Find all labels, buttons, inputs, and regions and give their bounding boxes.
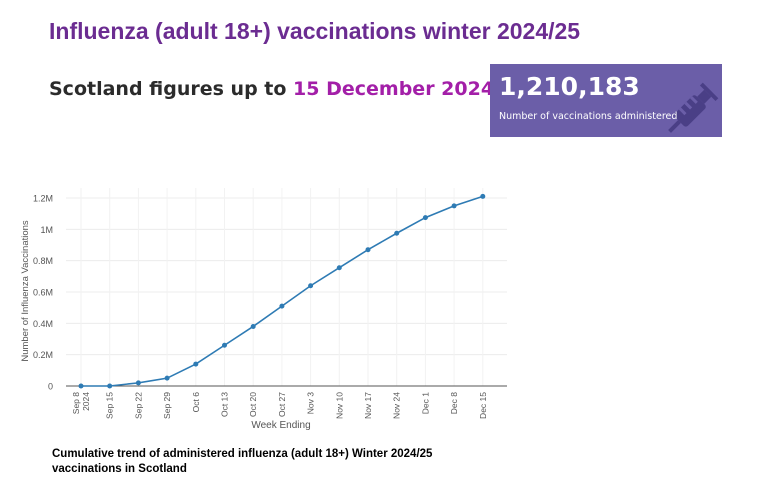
data-point[interactable] <box>336 265 342 271</box>
syringe-icon <box>668 82 719 133</box>
y-tick-label: 0.8M <box>33 256 53 266</box>
subtitle-date: 15 December 2024: <box>293 78 502 100</box>
chart-ticks: 0 0.2M 0.4M 0.6M 0.8M 1M 1.2M Sep 82024 Sep 15 Se… <box>33 194 488 419</box>
x-tick-label: Nov 10 <box>334 392 344 419</box>
caption-line-2: vaccinations in Scotland <box>52 463 187 475</box>
chart-series <box>78 193 486 389</box>
kpi-label: Number of vaccinations administered <box>499 111 678 122</box>
x-tick-label: Dec 1 <box>420 392 430 414</box>
x-tick-label: Oct 13 <box>220 392 230 417</box>
data-point[interactable] <box>480 193 486 199</box>
x-tick-label: Nov 17 <box>363 392 373 419</box>
kpi-value: 1,210,183 <box>499 72 640 101</box>
data-point[interactable] <box>193 361 199 367</box>
y-tick-label: 1.2M <box>33 194 53 204</box>
y-tick-label: 0.2M <box>33 350 53 360</box>
y-tick-label: 0.4M <box>33 319 53 329</box>
x-axis-label: Week Ending <box>251 420 310 431</box>
x-tick-label: Nov 24 <box>392 392 402 419</box>
subtitle-prefix: Scotland figures up to <box>49 78 294 100</box>
x-tick-label: Oct 6 <box>191 392 201 413</box>
x-tick-label: Dec 8 <box>449 392 459 414</box>
data-point[interactable] <box>422 215 428 221</box>
x-tick-label: Sep 82024 <box>71 392 91 414</box>
data-point[interactable] <box>365 247 371 253</box>
x-tick-label: Sep 15 <box>105 392 115 419</box>
y-tick-label: 1M <box>40 225 53 235</box>
chart-caption: Cumulative trend of administered influen… <box>52 447 472 477</box>
y-tick-label: 0.6M <box>33 288 53 298</box>
x-tick-label: Oct 27 <box>277 392 287 417</box>
kpi-card: 1,210,183 Number of vaccinations adminis… <box>490 64 722 137</box>
chart-grid <box>66 188 507 386</box>
data-point[interactable] <box>394 230 400 236</box>
figures-subtitle: Scotland figures up to 15 December 2024: <box>49 78 502 100</box>
data-point[interactable] <box>451 203 457 209</box>
y-axis-label: Number of Influenza Vaccinations <box>20 220 31 362</box>
x-tick-label: Oct 20 <box>248 392 258 417</box>
caption-line-1: Cumulative trend of administered influen… <box>52 448 433 460</box>
data-point[interactable] <box>250 323 256 329</box>
data-point[interactable] <box>135 380 141 386</box>
data-point[interactable] <box>107 383 113 389</box>
data-point[interactable] <box>78 383 84 389</box>
page-title: Influenza (adult 18+) vaccinations winte… <box>49 18 581 44</box>
data-point[interactable] <box>308 283 314 289</box>
data-point[interactable] <box>222 342 227 348</box>
x-tick-label: Sep 29 <box>162 392 172 419</box>
x-tick-label: Sep 22 <box>133 392 143 419</box>
y-tick-label: 0 <box>48 382 53 392</box>
x-tick-label: Nov 3 <box>306 392 316 414</box>
data-point[interactable] <box>164 375 170 381</box>
x-tick-label: Dec 15 <box>478 392 488 419</box>
data-point[interactable] <box>279 303 285 309</box>
